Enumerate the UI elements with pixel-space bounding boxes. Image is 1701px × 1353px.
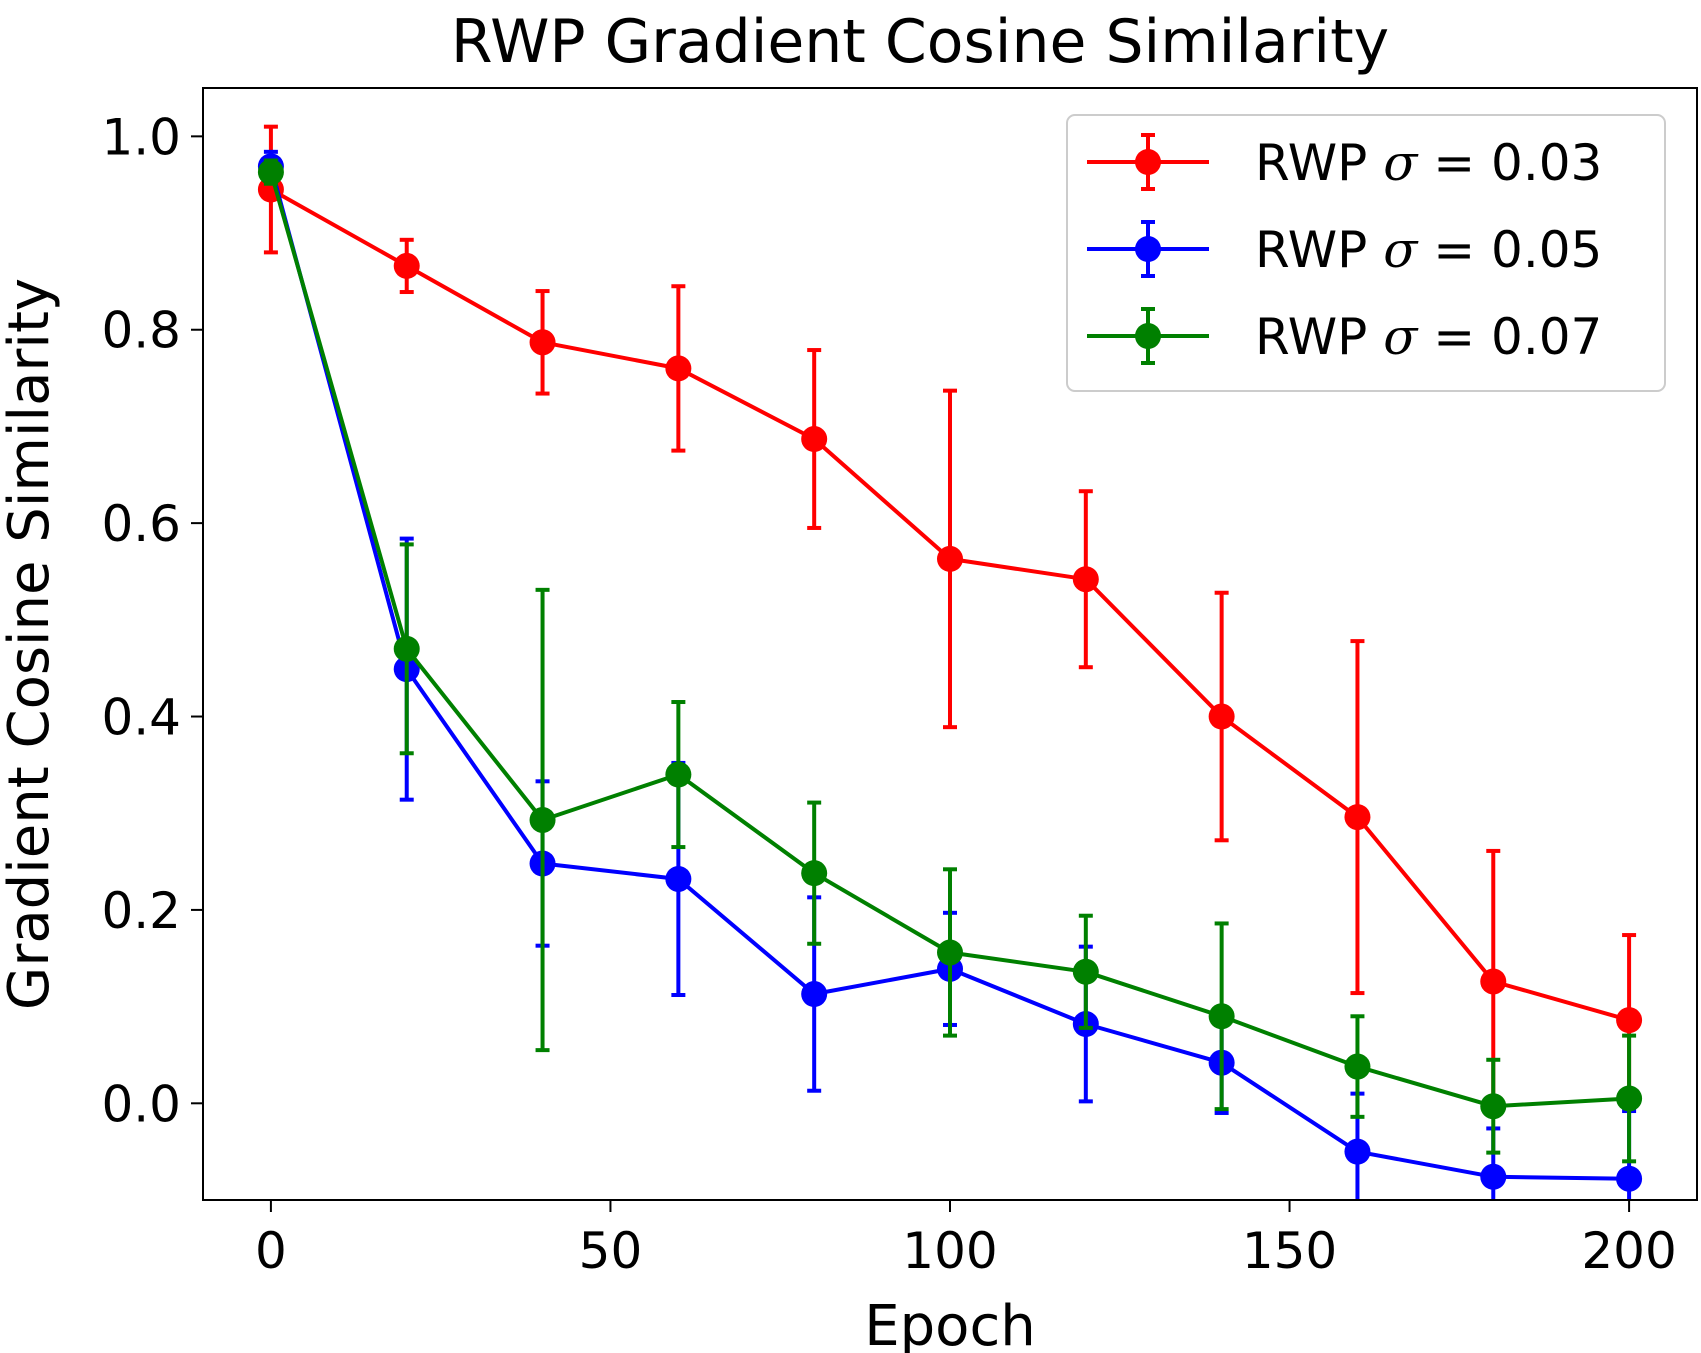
y-axis-label: Gradient Cosine Similarity — [0, 278, 62, 1010]
data-point — [665, 355, 692, 382]
data-point — [801, 860, 828, 887]
y-tick-label: 0.4 — [101, 689, 181, 747]
data-point — [1208, 703, 1235, 730]
data-point — [665, 761, 692, 788]
data-point — [1072, 566, 1099, 593]
y-tick-label: 1.0 — [101, 108, 181, 166]
legend-frame — [1066, 114, 1666, 392]
x-tick-label: 50 — [579, 1222, 643, 1280]
data-point — [257, 159, 284, 186]
data-point — [1616, 1165, 1643, 1192]
data-point — [393, 635, 420, 662]
y-tick-label: 0.8 — [101, 302, 181, 360]
data-point — [1480, 968, 1507, 995]
data-point — [801, 426, 828, 453]
data-point — [529, 806, 556, 833]
x-tick-label: 0 — [255, 1222, 287, 1280]
data-point — [1344, 804, 1371, 831]
data-point — [1208, 1003, 1235, 1030]
data-point — [937, 545, 963, 572]
legend-label-symbol: σ — [1383, 134, 1419, 192]
legend-label-prefix: RWP — [1255, 308, 1383, 366]
x-axis: 0 50 100 150 200 — [255, 1200, 1677, 1280]
data-point — [1480, 1163, 1507, 1190]
legend-label-prefix: RWP — [1255, 134, 1383, 192]
legend-item: RWP σ = 0.05 — [1087, 220, 1602, 279]
legend-marker — [1135, 323, 1161, 349]
data-point — [1616, 1085, 1643, 1112]
legend-label-suffix: = 0.03 — [1417, 134, 1602, 192]
legend-label-symbol: σ — [1383, 308, 1419, 366]
legend-label-suffix: = 0.07 — [1417, 308, 1602, 366]
x-tick-label: 100 — [902, 1222, 997, 1280]
legend-item: RWP σ = 0.03 — [1087, 133, 1602, 192]
data-point — [937, 939, 963, 966]
data-point — [801, 981, 828, 1008]
x-axis-label: Epoch — [864, 1294, 1035, 1353]
legend-label: RWP σ = 0.03 — [1255, 134, 1602, 192]
legend-label-prefix: RWP — [1255, 221, 1383, 279]
data-point — [529, 329, 556, 356]
data-point — [1616, 1007, 1643, 1034]
plot-area — [257, 124, 1643, 1200]
data-point — [665, 865, 692, 892]
legend-marker — [1135, 236, 1161, 262]
legend-marker — [1135, 149, 1161, 175]
chart-title: RWP Gradient Cosine Similarity — [451, 7, 1389, 77]
data-point — [1344, 1053, 1371, 1080]
y-axis: 0.0 0.2 0.4 0.6 0.8 1.0 — [101, 108, 203, 1133]
y-tick-label: 0.0 — [101, 1075, 181, 1133]
legend-label: RWP σ = 0.07 — [1255, 308, 1602, 366]
y-tick-label: 0.2 — [101, 882, 181, 940]
x-tick-label: 150 — [1242, 1222, 1337, 1280]
series-3 — [257, 158, 1643, 1164]
legend-label-suffix: = 0.05 — [1417, 221, 1602, 279]
series-1 — [257, 124, 1643, 1115]
data-point — [393, 252, 420, 279]
data-point — [1344, 1138, 1371, 1165]
legend-label-symbol: σ — [1383, 221, 1419, 279]
x-tick-label: 200 — [1581, 1222, 1676, 1280]
data-point — [1072, 958, 1099, 985]
data-point — [1480, 1093, 1507, 1120]
legend-item: RWP σ = 0.07 — [1087, 307, 1602, 366]
legend-label: RWP σ = 0.05 — [1255, 221, 1602, 279]
y-tick-label: 0.6 — [101, 495, 181, 553]
